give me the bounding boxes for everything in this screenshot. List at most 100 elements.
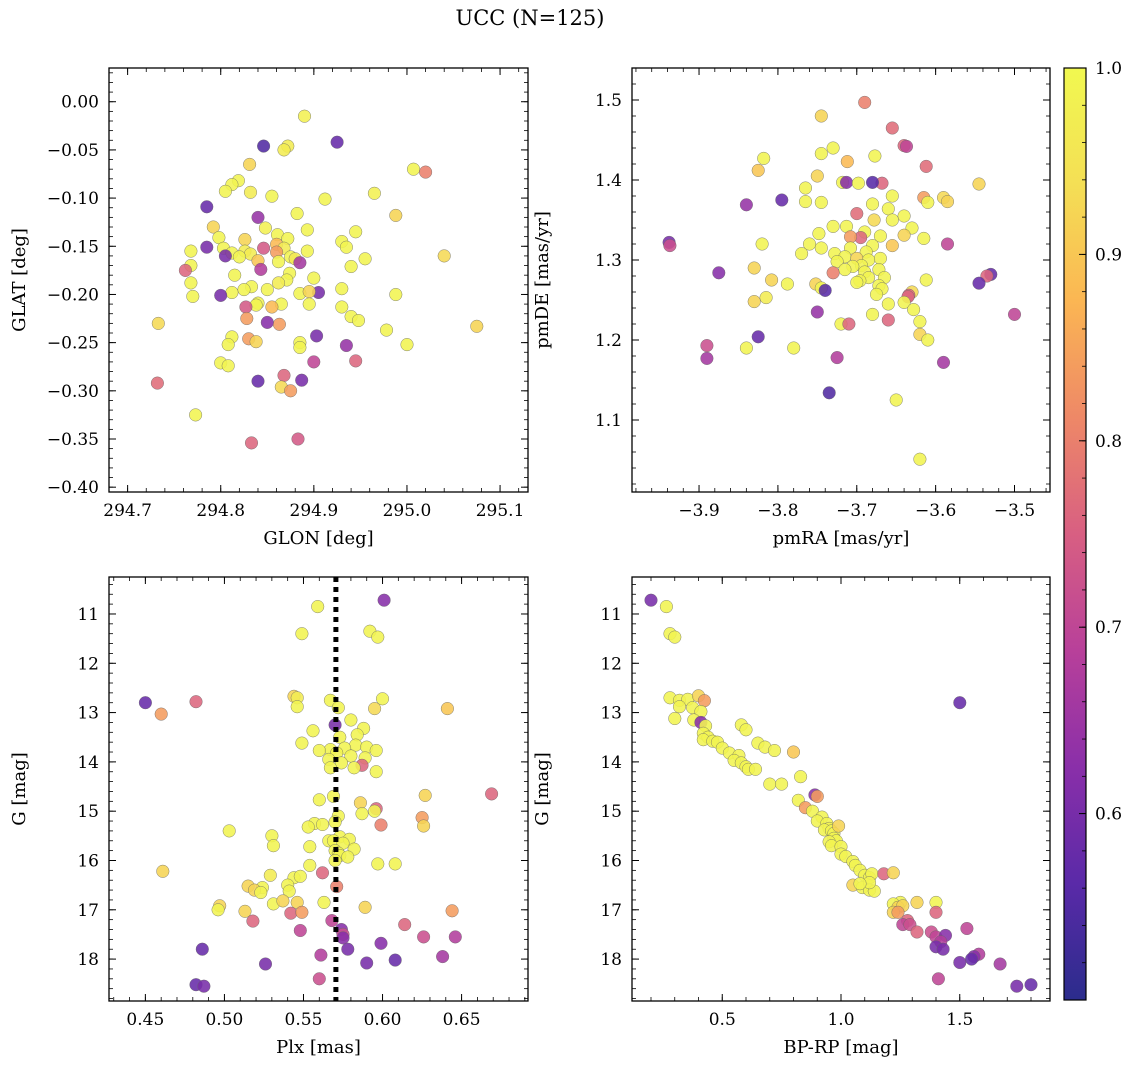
data-point <box>768 744 782 758</box>
data-point <box>259 957 273 971</box>
data-point <box>302 297 316 311</box>
data-point <box>353 796 367 810</box>
y-tick-label: 17 <box>77 901 99 921</box>
data-point <box>850 207 864 221</box>
data-point <box>838 263 852 277</box>
data-point <box>810 789 824 803</box>
data-point <box>755 237 769 251</box>
x-tick-label: 1.5 <box>946 1010 973 1030</box>
y-tick-label: 13 <box>600 704 622 724</box>
data-point <box>218 184 232 198</box>
data-point <box>371 857 385 871</box>
data-point <box>812 227 826 241</box>
data-point <box>842 317 856 331</box>
data-point <box>295 736 309 750</box>
y-tick-label: 1.2 <box>595 331 622 351</box>
data-point <box>314 948 328 962</box>
x-tick-label: −3.6 <box>915 501 956 521</box>
x-tick-label: 0.60 <box>364 1010 402 1030</box>
data-point <box>368 702 382 716</box>
data-point <box>300 223 314 237</box>
data-point <box>272 276 286 290</box>
data-point <box>272 317 286 331</box>
data-point <box>284 906 298 920</box>
data-point <box>873 229 887 243</box>
data-point <box>867 213 881 227</box>
scatter-points <box>138 593 499 993</box>
data-point <box>897 228 911 242</box>
x-tick-label: −3.5 <box>994 501 1035 521</box>
data-point <box>826 141 840 155</box>
data-point <box>765 273 779 287</box>
data-point <box>739 341 753 355</box>
y-tick-label: 16 <box>600 851 622 871</box>
x-axis-label: pmRA [mas/yr] <box>773 528 910 549</box>
data-point <box>866 307 880 321</box>
data-point <box>138 696 152 710</box>
data-point <box>885 239 899 253</box>
data-point <box>276 894 290 908</box>
data-point <box>787 341 801 355</box>
data-point <box>307 355 321 369</box>
data-point <box>780 277 794 291</box>
data-point <box>239 300 253 314</box>
data-point <box>917 231 931 245</box>
x-tick-label: 294.8 <box>196 501 245 521</box>
data-point <box>238 904 252 918</box>
data-point <box>184 276 198 290</box>
data-point <box>850 275 864 289</box>
data-point <box>290 206 304 220</box>
y-tick-label: −0.30 <box>47 382 99 402</box>
axes-frame <box>108 67 529 493</box>
data-point <box>388 857 402 871</box>
data-point <box>293 341 307 355</box>
data-point <box>301 820 315 834</box>
panel-top-right: −3.9 −3.8 −3.7 −3.6 −3.5 1.1 1.2 1.3 1.4 1.5 pmRA … <box>532 67 1051 549</box>
colorbar-gradient <box>1063 67 1087 1001</box>
data-point <box>150 376 164 390</box>
y-tick-label: −0.20 <box>47 285 99 305</box>
data-point <box>358 252 372 266</box>
data-point <box>260 283 274 297</box>
data-point <box>374 936 388 950</box>
data-point <box>367 186 381 200</box>
data-point <box>822 386 836 400</box>
y-tick-label: 14 <box>600 753 622 773</box>
data-point <box>156 864 170 878</box>
data-point <box>794 770 808 784</box>
colorbar-tick-label: 0.6 <box>1095 805 1122 825</box>
data-point <box>339 240 353 254</box>
data-point <box>290 700 304 714</box>
data-point <box>211 903 225 917</box>
y-tick-label: 16 <box>77 851 99 871</box>
data-point <box>311 600 325 614</box>
data-point <box>388 953 402 967</box>
data-point <box>417 930 431 944</box>
data-point <box>763 777 777 791</box>
data-point <box>260 315 274 329</box>
y-tick-label: 1.4 <box>595 171 622 191</box>
data-point <box>870 287 884 301</box>
data-point <box>881 297 895 311</box>
panel-bottom-right: 0.5 1.0 1.5 11 12 13 14 15 16 17 18 BP-RP [mag] G [m… <box>532 576 1051 1058</box>
data-point <box>263 868 277 882</box>
data-point <box>154 707 168 721</box>
y-axis-label: GLAT [deg] <box>9 228 30 332</box>
data-point <box>470 319 484 333</box>
data-point <box>360 956 374 970</box>
y-axis-label: G [mag] <box>532 752 553 825</box>
data-point <box>316 818 330 832</box>
data-point <box>739 198 753 212</box>
data-point <box>1010 979 1024 993</box>
data-point <box>749 762 763 776</box>
data-point <box>830 351 844 365</box>
data-point <box>799 181 813 195</box>
x-tick-label: 0.65 <box>443 1010 481 1030</box>
y-tick-label: 0.00 <box>61 93 99 113</box>
data-point <box>437 249 451 263</box>
y-tick-label: 18 <box>77 950 99 970</box>
data-point <box>189 695 203 709</box>
data-point <box>257 139 271 153</box>
data-point <box>659 600 673 614</box>
